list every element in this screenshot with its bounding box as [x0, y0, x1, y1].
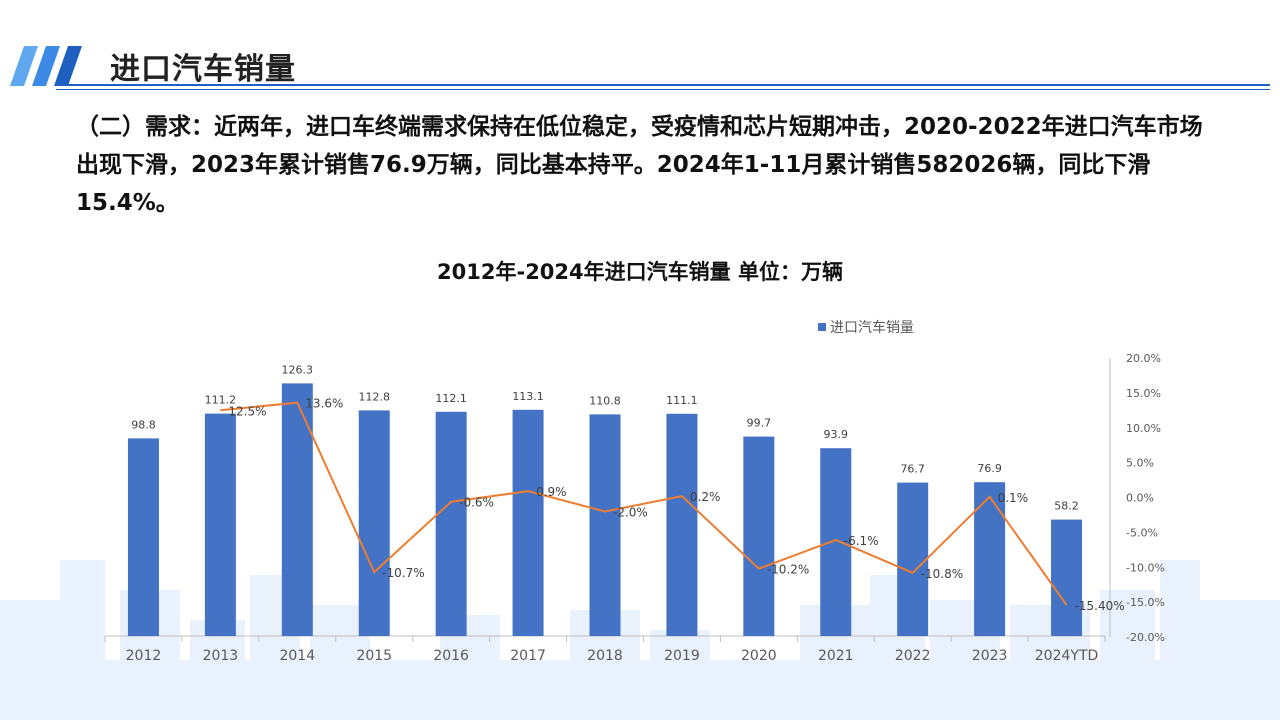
summary-paragraph: （二）需求：近两年，进口车终端需求保持在低位稳定，受疫情和芯片短期冲击，2020… — [76, 114, 1203, 216]
slide-header: 进口汽车销量 — [0, 0, 1280, 100]
x-axis-label: 2021 — [818, 648, 854, 664]
right-axis-tick-label: -20.0% — [1126, 631, 1165, 644]
bar-2013 — [204, 413, 236, 636]
growth-rate-label: -6.1% — [844, 534, 879, 548]
right-axis-tick-label: 20.0% — [1126, 352, 1161, 365]
title-stripes-icon — [10, 46, 82, 86]
bar-value-label: 98.8 — [131, 418, 156, 431]
right-axis-tick-label: 5.0% — [1126, 457, 1154, 470]
right-axis-tick-label: -15.0% — [1126, 596, 1165, 609]
legend-label: 进口汽车销量 — [830, 319, 914, 336]
growth-rate-label: 0.1% — [998, 491, 1029, 505]
right-axis-tick-label: -5.0% — [1126, 526, 1158, 539]
growth-rate-label: -0.6% — [459, 496, 494, 510]
growth-rate-label: -10.2% — [767, 563, 809, 577]
growth-rate-line — [220, 401, 1068, 606]
bar-2021 — [820, 448, 852, 636]
title-underline-thin — [56, 89, 1270, 90]
growth-rate-label: 13.6% — [305, 397, 343, 411]
legend-swatch — [818, 323, 826, 331]
bar-2014 — [281, 383, 313, 636]
chart-title: 2012年-2024年进口汽车销量 单位：万辆 — [437, 260, 843, 284]
bar-2022 — [897, 482, 929, 636]
bar-value-label: 111.2 — [205, 394, 237, 407]
growth-rate-label: -10.7% — [382, 566, 424, 580]
right-axis-tick-label: 15.0% — [1126, 387, 1161, 400]
right-axis-tick-label: -10.0% — [1126, 561, 1165, 574]
x-axis-label: 2018 — [587, 648, 623, 664]
bar-2024YTD — [1051, 519, 1083, 636]
bar-value-label: 111.1 — [666, 394, 698, 407]
x-axis-label: 2014 — [279, 648, 315, 664]
x-axis-label: 2015 — [356, 648, 392, 664]
bar-value-label: 99.7 — [747, 417, 772, 430]
page-title: 进口汽车销量 — [110, 52, 296, 87]
growth-rate-label: 0.2% — [690, 490, 721, 504]
x-axis-label: 2016 — [433, 648, 469, 664]
bar-2023 — [974, 482, 1006, 636]
growth-rate-label: -15.40% — [1075, 599, 1125, 613]
growth-rate-label: -2.0% — [613, 505, 648, 519]
x-axis-label: 2019 — [664, 648, 700, 664]
bar-value-label: 113.1 — [512, 390, 544, 403]
bar-value-label: 112.1 — [435, 392, 467, 405]
bar-value-label: 76.9 — [977, 462, 1002, 475]
x-axis-label: 2024YTD — [1035, 648, 1099, 664]
x-axis-label: 2017 — [510, 648, 546, 664]
bar-2017 — [512, 409, 544, 636]
right-axis-tick-label: 0.0% — [1126, 492, 1154, 505]
x-axis-label: 2022 — [895, 648, 931, 664]
bar-2018 — [589, 414, 621, 636]
x-axis-label: 2013 — [203, 648, 239, 664]
bar-value-label: 93.9 — [824, 428, 849, 441]
bar-2015 — [358, 410, 390, 636]
right-axis-tick-label: 10.0% — [1126, 422, 1161, 435]
title-underline — [56, 84, 1270, 86]
bar-2020 — [743, 436, 775, 636]
bar-value-label: 112.8 — [358, 390, 390, 403]
bar-value-label: 110.8 — [589, 394, 621, 407]
bar-2019 — [666, 413, 698, 636]
bar-value-label: 76.7 — [900, 463, 925, 476]
x-axis-label: 2020 — [741, 648, 777, 664]
x-axis-label: 2023 — [972, 648, 1008, 664]
bar-2016 — [435, 411, 467, 636]
bar-value-label: 58.2 — [1054, 500, 1079, 513]
growth-rate-label: 0.9% — [536, 485, 567, 499]
growth-rate-label: 12.5% — [228, 404, 266, 418]
growth-rate-label: -10.8% — [921, 567, 963, 581]
bar-value-label: 126.3 — [282, 363, 314, 376]
bar-2012 — [127, 438, 159, 636]
x-axis-label: 2012 — [126, 648, 162, 664]
